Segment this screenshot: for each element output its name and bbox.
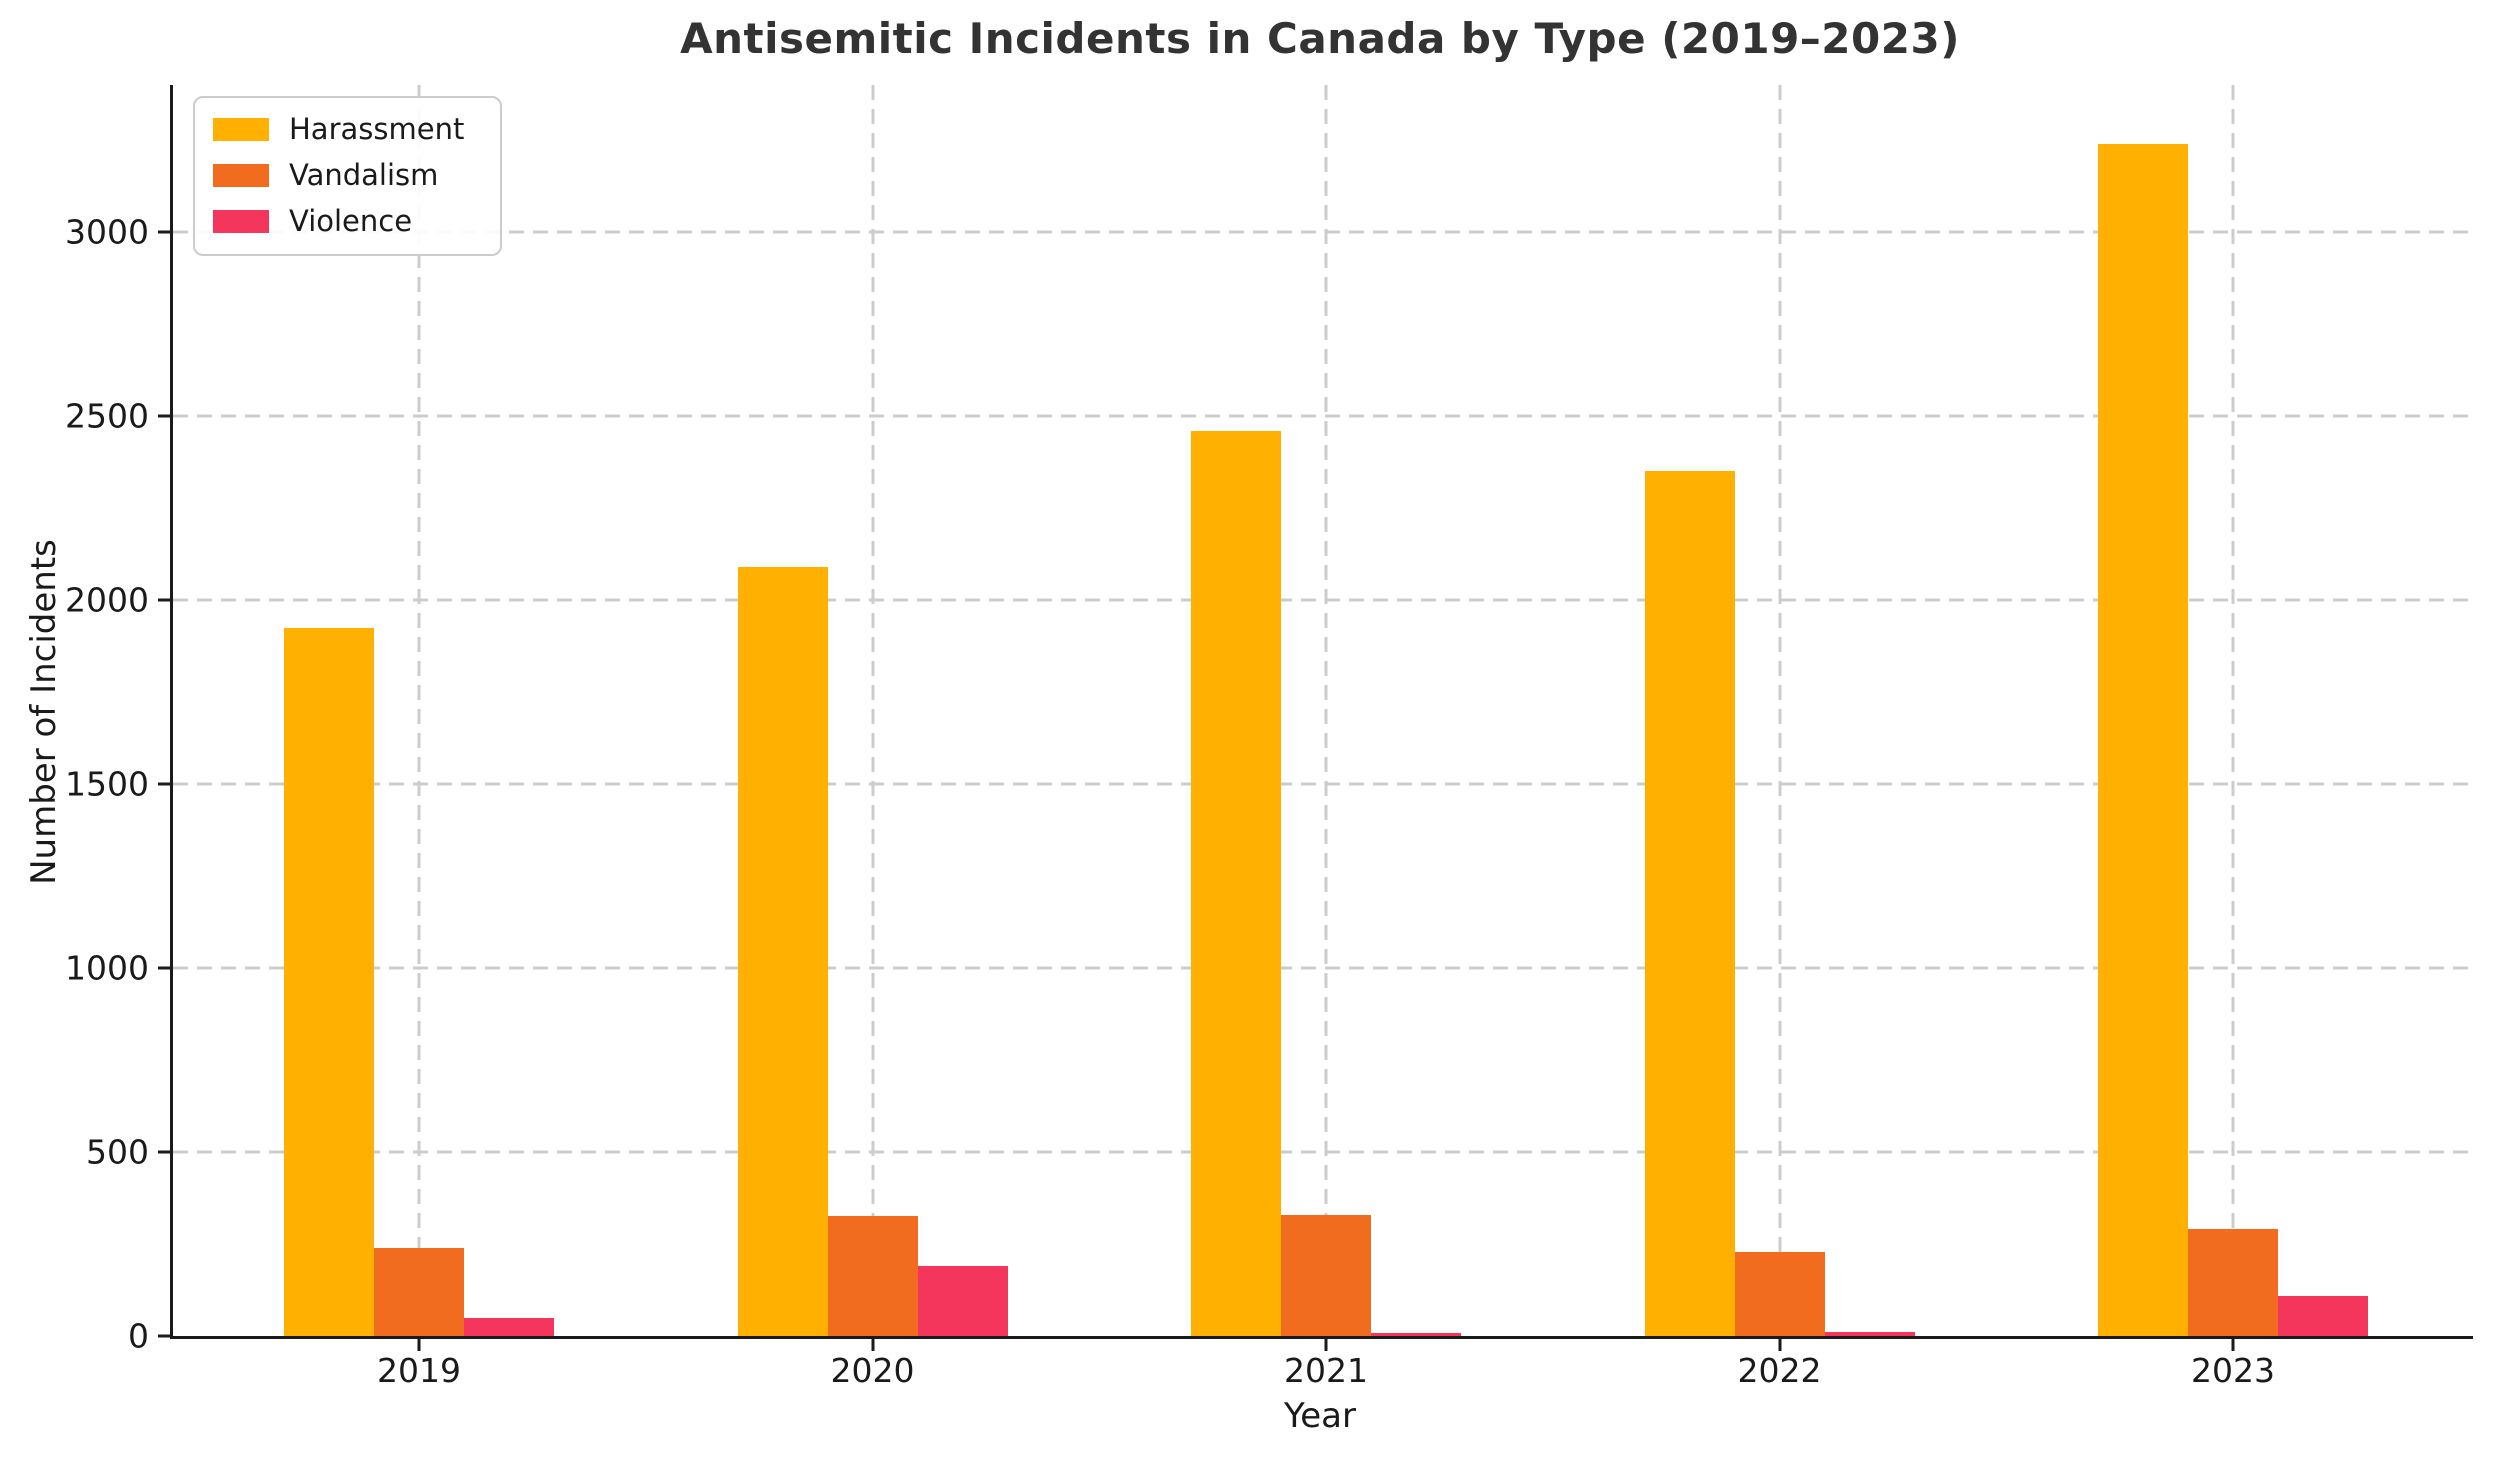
y-tick-label: 0 — [128, 1316, 149, 1356]
y-tick-label: 1500 — [65, 764, 149, 804]
x-tick-mark — [871, 1339, 874, 1351]
x-tick-mark — [1324, 1339, 1328, 1351]
legend-swatch-vandalism — [213, 164, 269, 188]
x-tick-label: 2023 — [2191, 1351, 2275, 1390]
y-tick-label: 1000 — [65, 948, 149, 988]
x-tick-mark — [417, 1339, 421, 1351]
y-tick-label: 2000 — [65, 580, 149, 620]
bar-violence-2023 — [2278, 1295, 2368, 1336]
bar-harassment-2022 — [1644, 471, 1735, 1336]
legend-item-harassment: Harassment — [213, 112, 465, 146]
x-tick-mark — [1778, 1339, 1781, 1351]
x-gridline — [1778, 85, 1781, 1336]
y-gridline — [173, 782, 2473, 786]
y-axis-label: Number of Incidents — [24, 539, 64, 885]
bar-vandalism-2022 — [1734, 1252, 1825, 1336]
x-tick-label: 2019 — [377, 1351, 461, 1390]
y-tick-label: 3000 — [65, 212, 149, 252]
y-tick-mark — [158, 782, 170, 786]
bar-harassment-2020 — [737, 567, 828, 1336]
x-gridline — [871, 85, 874, 1336]
bar-violence-2021 — [1371, 1333, 1461, 1336]
legend: Harassment Vandalism Violence — [193, 96, 503, 256]
x-gridline — [2231, 85, 2235, 1336]
y-tick-mark — [158, 230, 170, 234]
legend-item-vandalism: Vandalism — [213, 157, 464, 192]
y-tick-label: 2500 — [65, 396, 149, 436]
y-gridline — [173, 966, 2473, 970]
bar-harassment-2019 — [284, 627, 374, 1336]
legend-label-harassment: Harassment — [289, 112, 465, 146]
plot-area: Harassment Vandalism Violence 0 500 1000 1500… — [65, 85, 2473, 1387]
legend-label-violence: Violence — [289, 203, 413, 238]
bar-vandalism-2020 — [827, 1216, 918, 1336]
chart-title: Antisemitic Incidents in Canada by Type … — [680, 14, 1960, 63]
y-gridline — [173, 230, 2473, 234]
y-gridline — [173, 1150, 2473, 1154]
y-gridline — [173, 598, 2473, 602]
bar-violence-2019 — [464, 1317, 554, 1336]
bar-harassment-2021 — [1191, 430, 1281, 1336]
x-gridline — [1324, 85, 1328, 1336]
x-gridline — [417, 85, 421, 1336]
x-tick-label: 2022 — [1737, 1351, 1822, 1390]
legend-label-vandalism: Vandalism — [289, 157, 439, 192]
bar-vandalism-2023 — [2188, 1229, 2278, 1336]
bar-violence-2022 — [1824, 1331, 1915, 1336]
bar-vandalism-2021 — [1281, 1214, 1371, 1336]
y-tick-mark — [158, 966, 170, 970]
y-tick-mark — [158, 1150, 170, 1154]
bar-violence-2020 — [917, 1266, 1008, 1336]
y-tick-label: 500 — [86, 1132, 149, 1172]
x-tick-mark — [2231, 1339, 2235, 1351]
y-gridline — [173, 414, 2473, 418]
bar-harassment-2023 — [2098, 143, 2188, 1336]
legend-item-violence: Violence — [213, 203, 464, 238]
y-tick-mark — [158, 598, 170, 602]
x-tick-label: 2021 — [1284, 1351, 1368, 1390]
y-tick-mark — [158, 414, 170, 418]
x-axis-label: Year — [1284, 1396, 1356, 1436]
y-tick-mark — [158, 1334, 170, 1338]
bar-vandalism-2019 — [374, 1248, 464, 1336]
legend-swatch-harassment — [213, 118, 269, 142]
x-tick-label: 2020 — [830, 1351, 915, 1390]
legend-swatch-violence — [213, 210, 269, 234]
